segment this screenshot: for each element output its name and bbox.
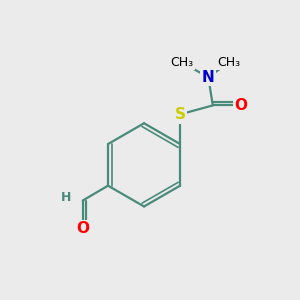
Text: O: O: [235, 98, 248, 113]
Text: H: H: [61, 191, 72, 204]
Text: CH₃: CH₃: [170, 56, 193, 69]
Text: N: N: [202, 70, 215, 85]
Text: S: S: [175, 107, 186, 122]
Text: CH₃: CH₃: [218, 56, 241, 69]
Text: O: O: [76, 221, 89, 236]
